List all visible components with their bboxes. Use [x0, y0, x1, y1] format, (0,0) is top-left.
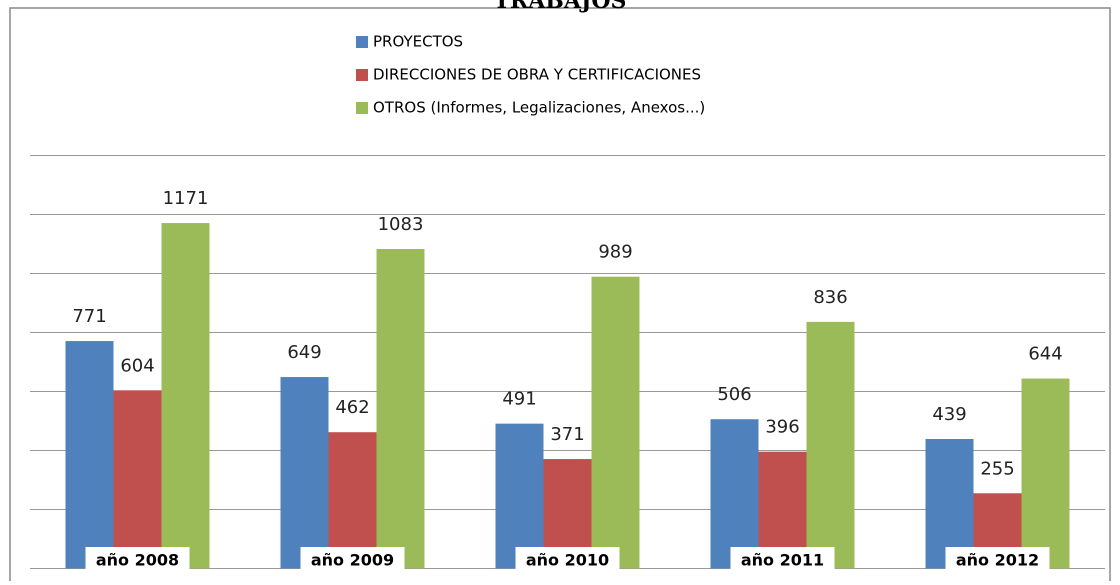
legend-label: PROYECTOS: [373, 33, 463, 51]
x-tick-label: año 2009: [311, 551, 394, 570]
legend-label: DIRECCIONES DE OBRA Y CERTIFICACIONES: [373, 66, 701, 84]
data-label: 836: [813, 287, 847, 308]
data-label: 491: [502, 389, 536, 410]
data-label: 771: [72, 306, 106, 327]
legend-label: OTROS (Informes, Legalizaciones, Anexos.…: [373, 99, 705, 117]
data-label: 506: [717, 384, 751, 405]
data-label: 371: [550, 424, 584, 445]
bar: [591, 276, 640, 569]
bar: [495, 423, 544, 569]
bar: [710, 419, 759, 569]
bar: [328, 432, 377, 569]
category-box: [300, 547, 405, 575]
data-label: 1083: [378, 214, 424, 235]
bar: [1021, 378, 1070, 569]
data-label: 989: [598, 242, 632, 263]
data-label: 462: [335, 397, 369, 418]
bar: [925, 438, 974, 569]
bar: [113, 390, 162, 569]
legend-swatch: [356, 36, 368, 48]
x-tick-label: año 2011: [741, 551, 824, 570]
bar: [280, 377, 329, 569]
category-box: [85, 547, 190, 575]
data-label: 396: [765, 417, 799, 438]
category-box: [730, 547, 835, 575]
data-label: 649: [287, 342, 321, 363]
x-tick-label: año 2012: [956, 551, 1039, 570]
legend-swatch: [356, 102, 368, 114]
legend-swatch: [356, 69, 368, 81]
bar: [161, 223, 210, 569]
x-tick-label: año 2008: [96, 551, 179, 570]
category-box: [515, 547, 620, 575]
category-box: [945, 547, 1050, 575]
bar: [65, 341, 114, 569]
data-label: 439: [932, 404, 966, 425]
x-tick-label: año 2010: [526, 551, 609, 570]
data-label: 255: [980, 458, 1014, 479]
chart-title: TRABAJOS: [494, 0, 627, 14]
data-label: 604: [120, 355, 154, 376]
bar: [806, 321, 855, 569]
data-label: 1171: [163, 188, 209, 209]
data-label: 644: [1028, 344, 1062, 365]
bar: [376, 249, 425, 569]
